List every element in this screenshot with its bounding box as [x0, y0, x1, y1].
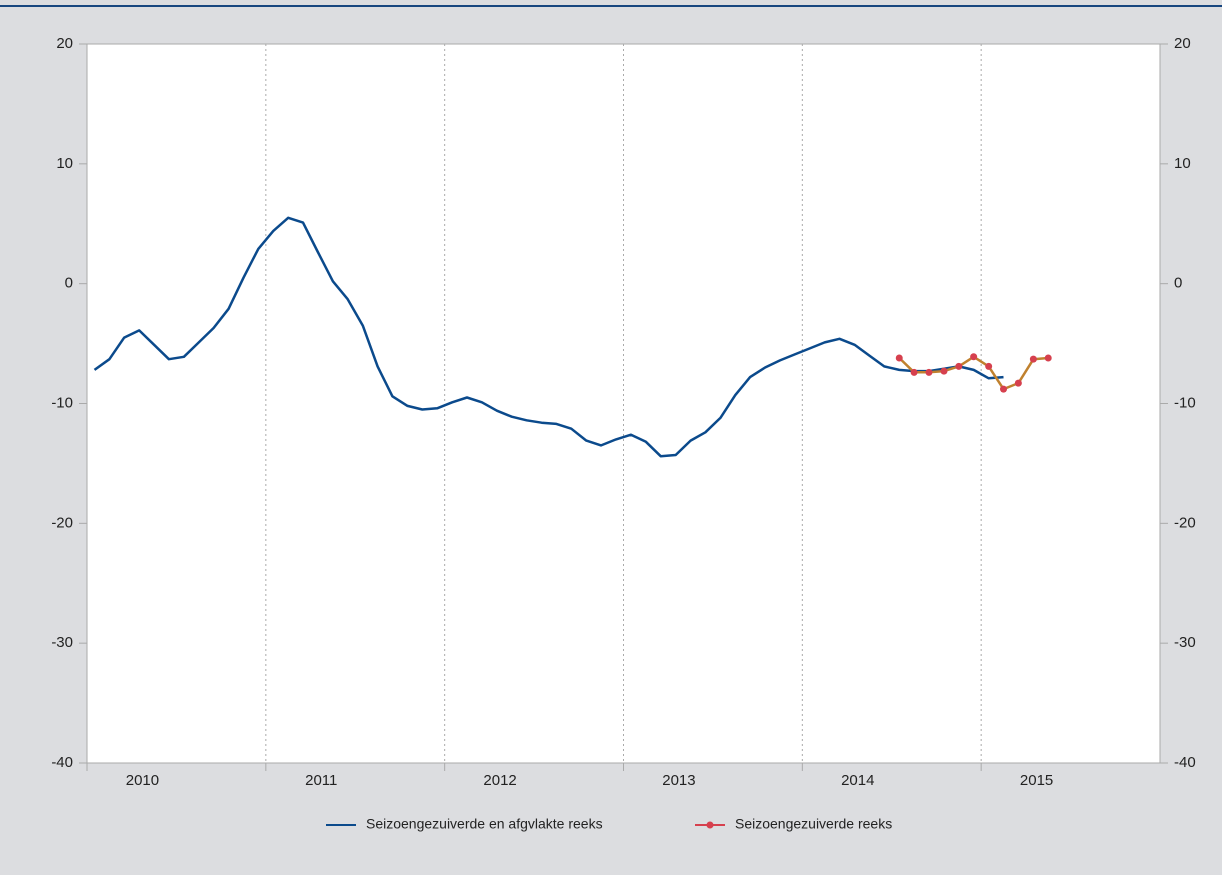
x-tick-label: 2013: [662, 772, 695, 789]
y2-tick-label: 0: [1174, 275, 1182, 292]
point: [1014, 379, 1022, 387]
y-tick-label: -30: [51, 634, 73, 651]
point: [895, 354, 903, 362]
x-tick-label: 2015: [1020, 772, 1053, 789]
y2-tick-label: -30: [1174, 634, 1196, 651]
y-tick-label: -20: [51, 514, 73, 531]
x-tick-label: 2011: [305, 772, 337, 789]
legend-label: Seizoengezuiverde en afgvlakte reeks: [366, 816, 603, 832]
x-tick-label: 2014: [841, 772, 874, 789]
point: [1044, 354, 1052, 362]
legend-label: Seizoengezuiverde reeks: [735, 816, 892, 832]
y2-tick-label: 10: [1174, 155, 1191, 172]
point: [910, 368, 918, 376]
y2-tick-label: 20: [1174, 35, 1191, 52]
x-tick-label: 2012: [483, 772, 516, 789]
legend: Seizoengezuiverde en afgvlakte reeks Seiz…: [326, 816, 892, 832]
y2-tick-label: -10: [1174, 394, 1196, 411]
point: [985, 362, 993, 370]
point: [970, 353, 978, 361]
y-tick-label: -10: [51, 394, 73, 411]
y-tick-label: 20: [56, 35, 73, 52]
legend-marker: [706, 821, 714, 829]
x-tick-label: 2010: [126, 772, 159, 789]
y2-tick-label: -40: [1174, 754, 1196, 771]
point: [940, 367, 948, 375]
point: [925, 368, 933, 376]
y-tick-label: 0: [65, 275, 73, 292]
y-tick-label: 10: [56, 155, 73, 172]
y-tick-label: -40: [51, 754, 73, 771]
plot-area: [86, 43, 1161, 764]
point: [955, 362, 963, 370]
point: [1000, 385, 1008, 393]
point: [1029, 355, 1037, 363]
series-line: [93, 216, 1004, 458]
y2-tick-label: -20: [1174, 514, 1196, 531]
